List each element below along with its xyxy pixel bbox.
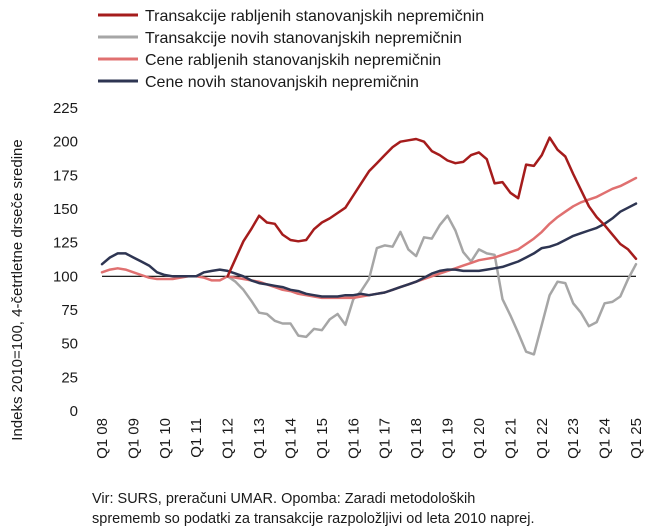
x-tick-label: Q1 16 (345, 418, 362, 459)
y-tick-label: 0 (70, 403, 78, 420)
legend-label-3: Cene rabljenih stanovanjskih nepremičnin (145, 52, 441, 69)
x-tick-label: Q1 23 (565, 418, 582, 459)
x-tick-label: Q1 13 (251, 418, 268, 459)
y-tick-label: 75 (61, 302, 78, 319)
x-tick-label: Q1 14 (282, 418, 299, 459)
x-tick-label: Q1 12 (220, 418, 237, 459)
legend: Transakcije rabljenih stanovanjskih nepr… (98, 8, 484, 91)
y-tick-label: 175 (53, 167, 78, 184)
x-tick-label: Q1 08 (94, 418, 111, 459)
x-tick-label: Q1 17 (377, 418, 394, 459)
y-axis: 0 25 50 75 100 125 150 175 200 225 (53, 100, 78, 420)
legend-label-4: Cene novih stanovanjskih nepremičnin (145, 74, 419, 91)
x-tick-label: Q1 09 (125, 418, 142, 459)
x-tick-label: Q1 11 (188, 418, 205, 458)
x-tick-label: Q1 15 (314, 418, 331, 459)
x-tick-label: Q1 19 (440, 418, 457, 459)
series-line-2 (226, 214, 638, 356)
plot-area (100, 136, 638, 356)
footnote-line-2: sprememb so podatki za transakcije razpo… (92, 511, 535, 527)
series-line-1 (226, 136, 638, 278)
y-axis-label: Indeks 2010=100, 4-četrtletne drseče sre… (9, 139, 26, 440)
y-tick-label: 225 (53, 100, 78, 117)
y-tick-label: 200 (53, 134, 78, 151)
x-tick-label: Q1 22 (534, 418, 551, 459)
y-tick-label: 150 (53, 201, 78, 218)
footnote: Vir: SURS, preračuni UMAR. Opomba: Zarad… (92, 489, 651, 529)
x-axis: Q1 08 Q1 09 Q1 10 Q1 11 Q1 12 Q1 13 Q1 14 Q1 15… (94, 418, 645, 459)
y-tick-label: 100 (53, 268, 78, 285)
legend-label-2: Transakcije novih stanovanjskih nepremič… (145, 30, 462, 47)
legend-label-1: Transakcije rabljenih stanovanjskih nepr… (145, 8, 484, 25)
y-tick-label: 25 (61, 369, 78, 386)
x-tick-label: Q1 10 (157, 418, 174, 459)
x-tick-label: Q1 24 (597, 418, 614, 459)
y-tick-label: 50 (61, 336, 78, 353)
y-tick-label: 125 (53, 235, 78, 252)
x-tick-label: Q1 20 (471, 418, 488, 459)
footnote-line-1: Vir: SURS, preračuni UMAR. Opomba: Zarad… (92, 491, 476, 507)
x-tick-label: Q1 25 (628, 418, 645, 459)
series-line-4 (100, 202, 638, 298)
x-tick-label: Q1 18 (408, 418, 425, 459)
x-tick-label: Q1 21 (502, 418, 519, 459)
